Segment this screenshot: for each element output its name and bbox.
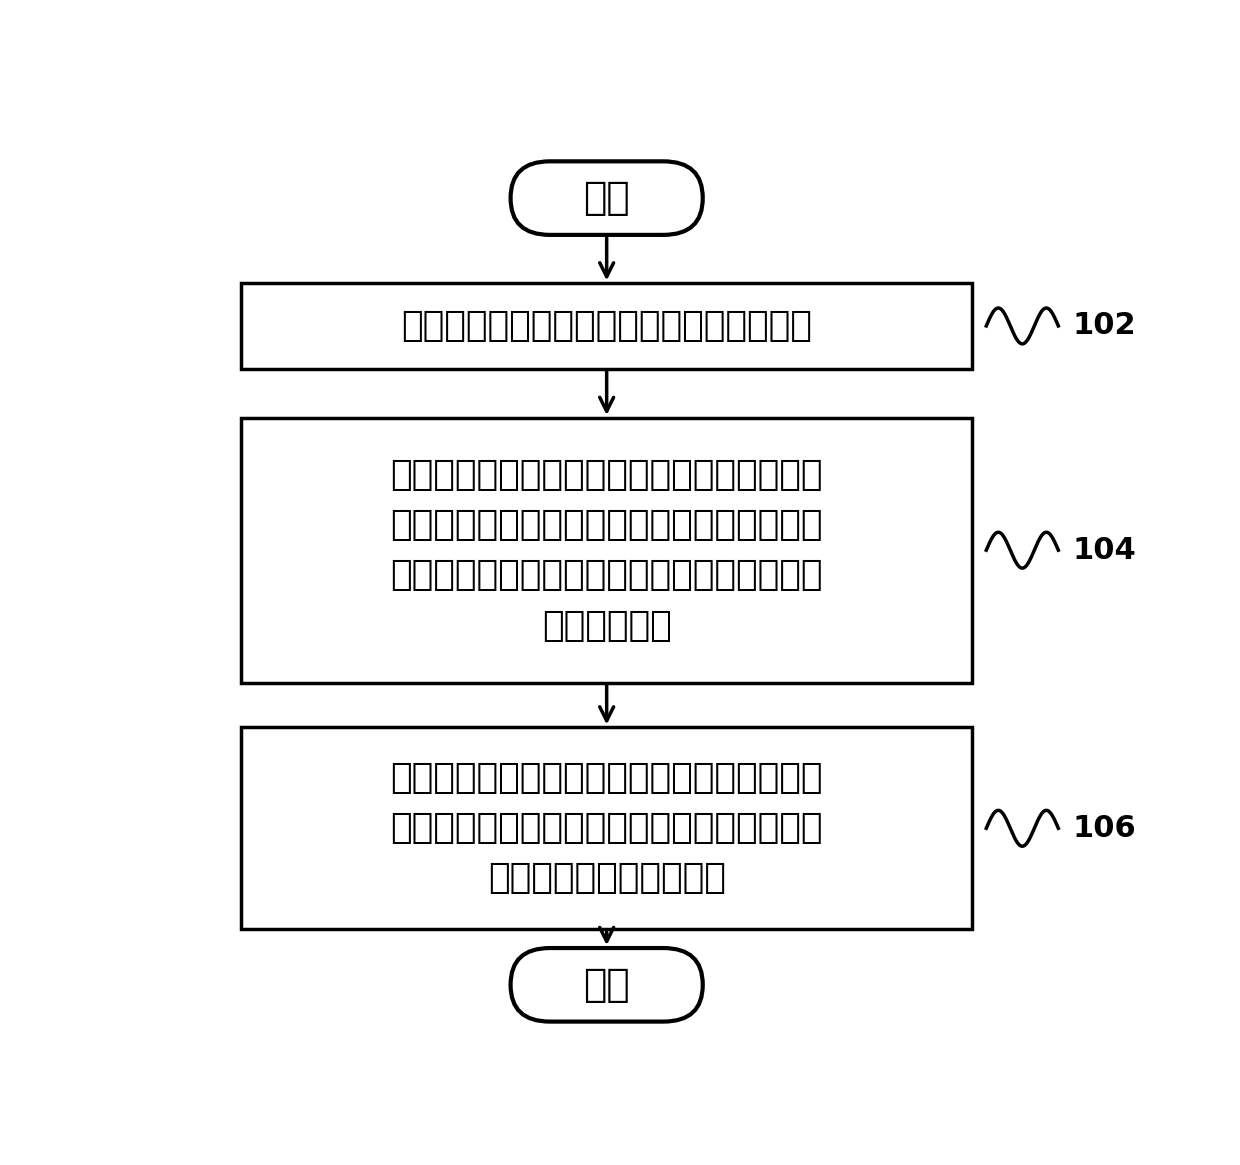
Text: 在获取到所述指定通信设备允许执行所述其他
通信设备的控制指令的许可指令后，执行所述
其他通信设备的控制指令: 在获取到所述指定通信设备允许执行所述其他 通信设备的控制指令的许可指令后，执行所… <box>391 761 823 896</box>
FancyBboxPatch shape <box>242 418 972 683</box>
FancyBboxPatch shape <box>242 727 972 930</box>
Text: 106: 106 <box>1073 814 1137 842</box>
Text: 104: 104 <box>1073 536 1137 565</box>
FancyBboxPatch shape <box>511 161 703 235</box>
Text: 执行获取到的指定通信设备发送的控制指令: 执行获取到的指定通信设备发送的控制指令 <box>402 309 812 343</box>
Text: 102: 102 <box>1073 311 1136 340</box>
Text: 在获取到其他通信设备的控制指令时，向所述
指定通信设备发送第一类警报指令，以询问所
述指定通信设备是否允许执行所述其他通信设
备的控制指令: 在获取到其他通信设备的控制指令时，向所述 指定通信设备发送第一类警报指令，以询问… <box>391 458 823 643</box>
FancyBboxPatch shape <box>242 283 972 368</box>
Text: 结束: 结束 <box>583 966 630 1004</box>
Text: 开始: 开始 <box>583 179 630 217</box>
FancyBboxPatch shape <box>511 948 703 1022</box>
